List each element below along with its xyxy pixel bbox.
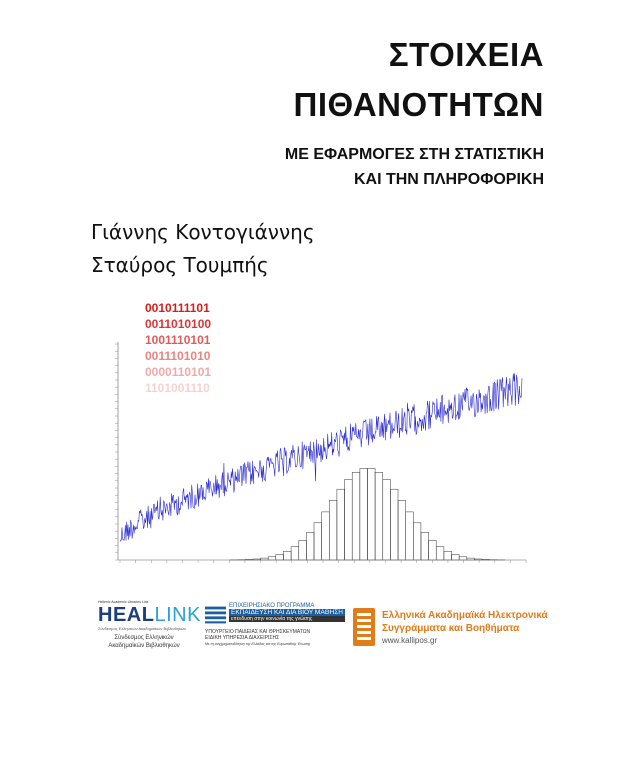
histogram-bar	[374, 472, 383, 561]
kallipos-line-2: Συγγράμματα και Βοηθήματα	[382, 622, 520, 634]
histogram-bar	[313, 522, 322, 561]
cover-illustration	[115, 342, 527, 563]
subtitle-line-1: ΜΕ ΕΦΑΡΜΟΓΕΣ ΣΤΗ ΣΤΑΤΙΣΤΙΚΗ	[284, 146, 544, 163]
histogram-bar	[351, 472, 361, 561]
histogram-bar	[443, 551, 452, 561]
epeaek-line-2: ΕΚΠΑΙΔΕΥΣΗ ΚΑΙ ΔΙΑ ΒΙΟΥ ΜΑΘΗΣΗ	[229, 609, 345, 616]
title-line-1: ΣΤΟΙΧΕΙΑ	[388, 36, 544, 73]
binary-text-block: 0010111101 0011010100 1001110101 0011101…	[145, 300, 211, 396]
epeaek-line-1: ΕΠΙΧΕΙΡΗΣΙΑΚΟ ΠΡΟΓΡΑΜΜΑ	[229, 603, 315, 609]
histogram-bar	[390, 488, 399, 561]
histogram-bar	[336, 488, 345, 561]
binary-line: 0011101010	[145, 349, 211, 363]
ministry-line-2: ΕΙΔΙΚΗ ΥΠΗΡΕΣΙΑ ΔΙΑΧΕΙΡΙΣΗΣ	[205, 635, 280, 641]
heallink-small-text: Hellenic Academic Libraries Link	[98, 600, 149, 604]
histogram-bar	[359, 468, 368, 561]
binary-line: 0011010100	[145, 317, 212, 331]
histogram-bar	[344, 479, 353, 561]
plot-ticks	[115, 343, 527, 563]
cofunding-note: Με τη συγχρηματοδότηση της Ελλάδας και τ…	[205, 642, 311, 646]
binary-line: 0000110101	[145, 365, 212, 379]
histogram-bar	[458, 556, 468, 561]
heallink-caption-1: Σύνδεσμος Ελληνικών	[114, 635, 174, 641]
heallink-link: LINK	[154, 604, 201, 626]
subtitle-line-2: ΚΑΙ ΤΗΝ ΠΛΗΡΟΦΟΡΙΚΗ	[353, 171, 544, 188]
histogram-bar	[298, 540, 307, 561]
kallipos-line-1: Ελληνικά Ακαδημαϊκά Ηλεκτρονικά	[382, 609, 548, 621]
title-line-2: ΠΙΘΑΝΟΤΗΤΩΝ	[293, 86, 544, 123]
histogram	[229, 468, 506, 561]
histogram-bar	[283, 551, 292, 561]
histogram-bar	[321, 511, 330, 561]
book-icon	[353, 608, 375, 646]
histogram-bar	[413, 522, 422, 561]
epeaek-logo: ΕΠΙΧΕΙΡΗΣΙΑΚΟ ΠΡΟΓΡΑΜΜΑ ΕΚΠΑΙΔΕΥΣΗ ΚΑΙ Δ…	[205, 603, 345, 646]
ministry-line-1: ΥΠΟΥΡΓΕΙΟ ΠΑΙΔΕΙΑΣ ΚΑΙ ΘΡΗΣΚΕΥΜΑΤΩΝ	[205, 629, 311, 635]
kallipos-url: www.kallipos.gr	[382, 635, 438, 645]
author-2: Σταύρος Τουμπής	[91, 253, 269, 277]
binary-line: 0010111101	[145, 301, 210, 315]
heallink-logo: Hellenic Academic Libraries Link HEALLIN…	[98, 600, 200, 650]
binary-line: 1001110101	[145, 333, 211, 347]
histogram-bar	[367, 468, 376, 561]
histogram-bar	[451, 554, 460, 561]
epeaek-line-3: επένδυση στην κοινωνία της γνώσης	[229, 616, 345, 622]
heallink-caption-2: Ακαδημαϊκών Βιβλιοθηκών	[108, 643, 180, 649]
author-1: Γιάννης Κοντογιάννης	[91, 220, 315, 244]
heallink-heal: HEAL	[98, 604, 155, 626]
histogram-bar	[306, 532, 315, 561]
random-walk-series	[119, 373, 523, 542]
kallipos-logo: Ελληνικά Ακαδημαϊκά Ηλεκτρονικά Συγγράμμ…	[352, 607, 548, 647]
histogram-bar	[428, 540, 437, 561]
histogram-bar	[405, 511, 414, 561]
histogram-bar	[382, 479, 391, 561]
heallink-subtitle: Σύνδεσμος Ελληνικών Ακαδημαϊκών Βιβλιοθη…	[98, 626, 187, 631]
histogram-bar	[397, 500, 406, 561]
histogram-bar	[267, 556, 277, 561]
heallink-wordmark: HEALLINK	[98, 604, 200, 626]
histogram-bar	[436, 546, 445, 561]
histogram-bar	[290, 546, 299, 561]
histogram-bar	[275, 554, 284, 561]
flag-emblem-icon	[205, 606, 227, 624]
binary-line: 1101001110	[145, 381, 210, 395]
histogram-bar	[420, 532, 429, 561]
histogram-bar	[329, 500, 338, 561]
